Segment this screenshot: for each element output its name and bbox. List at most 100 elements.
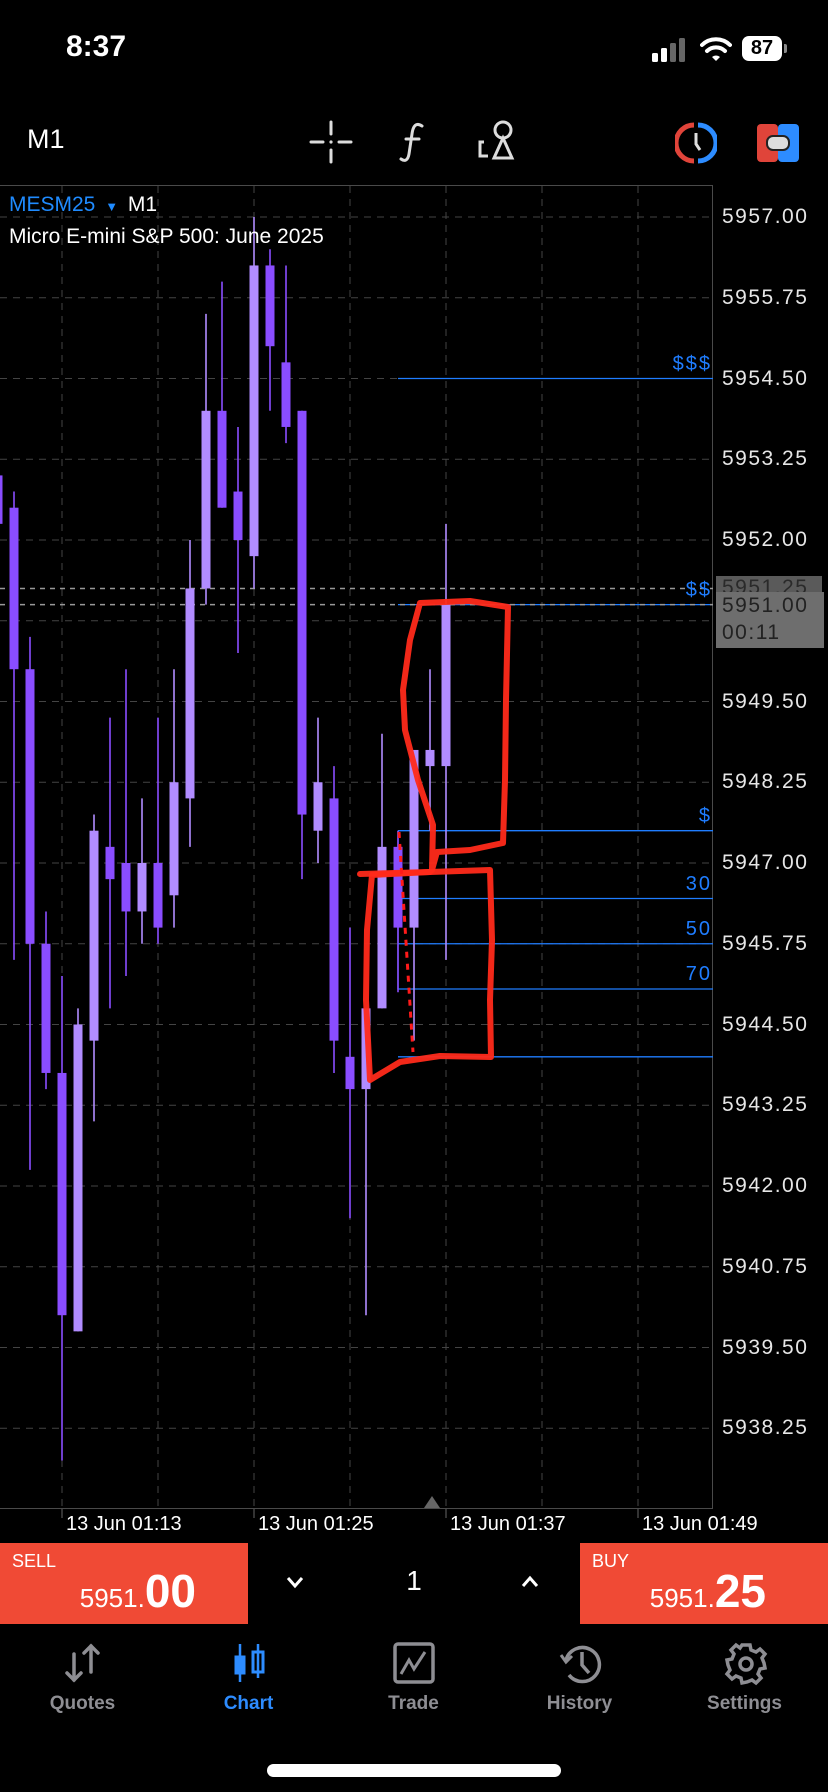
nav-history-label: History [546,1693,613,1714]
symbol-name[interactable]: MESM25 [9,193,96,216]
nav-history[interactable]: History [497,1636,662,1726]
symbol-selector[interactable]: MESM25 ▼ M1 [9,193,157,217]
history-clock-icon [559,1645,602,1684]
candle-body-bear [297,410,307,815]
candle-body-bear [281,362,291,427]
sell-price-big: 00 [144,1565,196,1617]
candle-body-bear [393,846,403,928]
price-tick-label: 5943.25 [722,1093,809,1117]
candle-body-bull [313,782,323,831]
ask-price-label: 5951.25 [716,576,822,594]
price-tick-label: 5955.75 [722,285,809,309]
annotation-stroke [357,869,433,877]
status-time: 8:37 [66,30,127,63]
trade-chart-icon [393,1642,435,1684]
nav-settings-label: Settings [707,1693,782,1714]
symbol-description: Micro E-mini S&P 500: June 2025 [9,225,324,248]
candle-body-bull [201,410,211,589]
candle-body-bear [265,265,275,347]
nav-quotes-label: Quotes [49,1693,116,1714]
time-tick-label: 13 Jun 01:25 [258,1513,374,1535]
one-click-trading-icon[interactable] [675,122,717,164]
price-tick-label: 5939.50 [722,1335,809,1359]
fib-level-label: $$$ [672,352,712,375]
candle-body-bear [217,410,227,508]
nav-trade-label: Trade [388,1693,439,1714]
home-indicator[interactable] [267,1764,561,1777]
fib-level-label: $$ [685,578,712,601]
buy-price-small: 5951. [649,1583,715,1613]
buy-price-big: 25 [714,1565,766,1617]
candle-body-bear [41,943,51,1073]
candle-body-bear [121,863,131,912]
objects-icon[interactable] [476,118,520,164]
decrease-lot-icon[interactable] [285,1575,305,1589]
candle-body-bull [169,782,179,896]
nav-chart[interactable]: Chart [166,1636,331,1726]
candle-body-bull [409,749,419,928]
time-tick-label: 13 Jun 01:49 [642,1513,758,1535]
candlestick-chart[interactable] [0,0,828,1540]
price-tick-label: 5949.50 [722,689,809,713]
annotation-box-lower [363,867,495,1083]
candle-body-bear [345,1056,355,1090]
candle-body-bear [57,1072,67,1316]
candle-body-bear [233,491,243,540]
candle-body-bull [89,830,99,1041]
cellular-signal-icon [652,38,685,62]
candlestick-chart-icon [234,1644,265,1682]
increase-lot-icon[interactable] [520,1575,540,1589]
sell-label: SELL [12,1551,57,1571]
time-tick-label: 13 Jun 01:37 [450,1513,566,1535]
price-tick-label: 5957.00 [722,205,809,228]
timeframe-button[interactable]: M1 [27,124,65,154]
settings-gear-icon [724,1642,768,1686]
price-tick-label: 5945.75 [722,931,809,955]
fib-level-label: 30 [685,872,712,895]
buy-button[interactable]: BUY 5951.25 [580,1543,828,1624]
price-tick-label: 5940.75 [722,1254,809,1278]
quotes-arrows-icon [65,1643,100,1683]
trade-levels-toggle-icon[interactable] [757,124,799,162]
candle-body-bear [153,863,163,928]
price-tick-label: 5944.50 [722,1012,809,1036]
candle-body-bull [73,1024,83,1332]
chart-shift-marker-icon [424,1496,440,1508]
candle-body-bull [249,265,259,557]
fib-level-label: 50 [685,917,712,940]
bid-price: 5951.00 [722,594,809,617]
price-tick-label: 5947.00 [722,851,809,874]
price-tick-label: 5948.25 [722,770,809,794]
dropdown-arrow-icon[interactable]: ▼ [105,199,119,214]
sell-button[interactable]: SELL 5951.00 [0,1543,248,1624]
candle-body-bull [185,588,195,799]
price-tick-label: 5938.25 [722,1416,809,1440]
price-tick-label: 5952.00 [722,528,809,551]
wifi-icon [700,37,732,61]
bar-countdown: 00:11 [722,621,781,644]
chart-area[interactable] [0,185,713,1509]
candle-body-bear [329,798,339,1041]
lot-stepper[interactable]: 1 [248,1543,580,1624]
candle-body-bear [25,669,35,944]
nav-chart-label: Chart [223,1693,274,1714]
indicators-f-icon[interactable] [398,120,428,164]
price-tick-label: 5954.50 [722,366,809,390]
candle-body-bear [9,507,19,670]
crosshair-icon[interactable] [309,120,353,164]
candle-body-bull [137,863,147,912]
nav-quotes[interactable]: Quotes [0,1636,165,1726]
fib-level-label: 70 [685,962,712,985]
nav-trade[interactable]: Trade [331,1636,496,1726]
nav-settings[interactable]: Settings [662,1636,827,1726]
price-tick-label: 5942.00 [722,1174,809,1197]
battery-indicator: 87 [742,36,782,61]
time-tick-label: 13 Jun 01:13 [66,1513,182,1535]
annotation-dotted-line [397,831,415,1053]
lot-value[interactable]: 1 [406,1565,422,1596]
candle-body-bull [377,846,387,1009]
price-tick-label: 5953.25 [722,447,809,471]
sell-price-small: 5951. [79,1583,145,1613]
chart-timeframe: M1 [127,193,158,216]
battery-tip [784,44,787,53]
